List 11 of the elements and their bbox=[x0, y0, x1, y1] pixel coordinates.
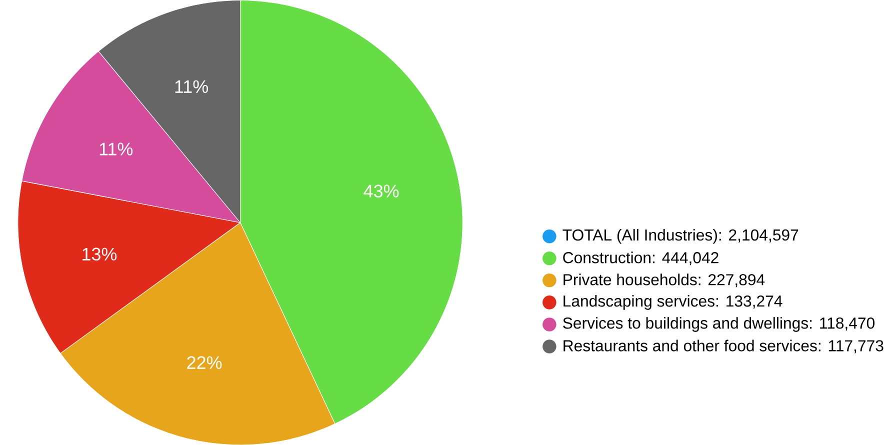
legend-label: Services to buildings and dwellings: 118,470 bbox=[563, 316, 874, 332]
data-label: 11% bbox=[100, 142, 133, 156]
legend-label: Private households: 227,894 bbox=[564, 274, 765, 288]
data-label: 43% bbox=[364, 184, 399, 198]
data-label: 11% bbox=[175, 80, 208, 93]
legend-label: Construction: 444,042 bbox=[563, 252, 718, 266]
legend-label: TOTAL (All Industries): 2,104,597 bbox=[562, 228, 798, 244]
legend-label: Landscaping services: 133,274 bbox=[564, 294, 782, 310]
data-label: 22% bbox=[187, 356, 222, 369]
data-label: 13% bbox=[82, 248, 117, 260]
legend-label: Restaurants and other food services: 117,773 bbox=[564, 340, 884, 354]
